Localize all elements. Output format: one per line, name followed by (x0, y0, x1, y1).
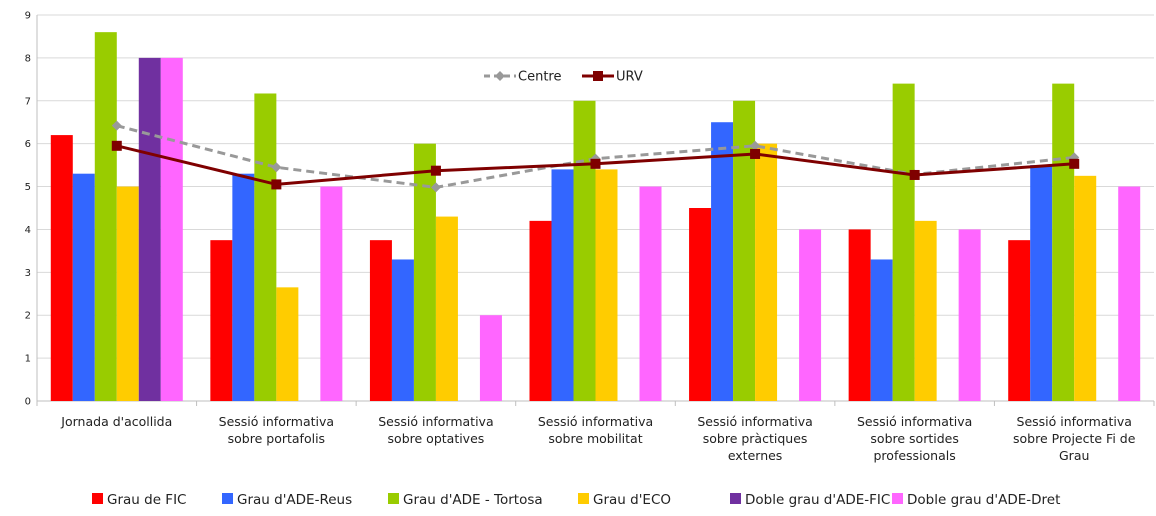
bar (755, 143, 778, 401)
bar (799, 229, 822, 401)
bar (689, 208, 712, 401)
y-tick-label: 8 (25, 53, 31, 64)
bar (1118, 186, 1141, 401)
bar (320, 186, 343, 401)
line-point (430, 182, 441, 193)
category-label: sobre mobilitat (548, 431, 642, 446)
legend-label: Grau de FIC (107, 492, 186, 508)
legend-label: Doble grau d'ADE-Dret (907, 492, 1060, 508)
bar (232, 173, 255, 401)
category-label: Sessió informativa (538, 414, 653, 429)
bar (551, 169, 574, 401)
line-point (590, 158, 601, 169)
bar (573, 100, 596, 402)
line-point (271, 179, 282, 190)
bar (870, 259, 893, 401)
y-tick-label: 0 (25, 397, 31, 408)
bar (639, 186, 662, 401)
bar (1030, 165, 1053, 401)
legend-swatch (730, 493, 741, 504)
legend-swatch (892, 493, 903, 504)
bar (1008, 240, 1031, 401)
y-tick-label: 1 (25, 354, 31, 365)
line-point (111, 120, 122, 131)
legend-label: Grau d'ADE - Tortosa (403, 492, 543, 508)
line-point (430, 165, 441, 176)
y-tick-label: 4 (25, 225, 31, 236)
bar (210, 240, 233, 401)
line-point (750, 140, 761, 151)
category-label: sobre optatives (388, 431, 485, 446)
category-label: Sessió informativa (219, 414, 334, 429)
legend-label: Grau d'ECO (593, 492, 671, 508)
line-point (271, 162, 282, 173)
bar (1052, 83, 1075, 401)
legend-swatch (578, 493, 589, 504)
y-tick-label: 5 (25, 182, 31, 193)
category-label: Sessió informativa (857, 414, 972, 429)
category-label: externes (728, 448, 783, 463)
bar (413, 143, 436, 401)
y-tick-label: 3 (25, 268, 31, 279)
category-label: Sessió informativa (1017, 414, 1132, 429)
category-label: professionals (874, 448, 956, 463)
bar (914, 220, 937, 401)
y-tick-label: 9 (25, 11, 31, 22)
category-label: sobre sortides (870, 431, 958, 446)
bar (254, 93, 277, 401)
bar (369, 240, 392, 401)
bar (595, 169, 618, 401)
legend-line-marker (495, 71, 505, 81)
bar (276, 287, 299, 401)
line-point (909, 169, 920, 180)
bar (94, 32, 117, 402)
y-tick-label: 6 (25, 139, 31, 150)
legend-label: Doble grau d'ADE-FIC (745, 492, 890, 508)
y-tick-label: 7 (25, 96, 31, 107)
legend-label: URV (616, 70, 643, 85)
line-point (750, 148, 761, 159)
line-point (111, 140, 122, 151)
category-label: Sessió informativa (378, 414, 493, 429)
legend-swatch (222, 493, 233, 504)
line-point (1069, 158, 1080, 169)
category-label: sobre pràctiques (703, 431, 808, 446)
bar (160, 57, 183, 402)
bar (892, 83, 915, 401)
bar (848, 229, 871, 401)
legend-swatch (388, 493, 399, 504)
category-label: sobre portafolis (228, 431, 325, 446)
legend-label: Centre (518, 70, 561, 85)
bar (479, 315, 502, 401)
bar (72, 173, 95, 401)
bar (435, 216, 458, 401)
legend-label: Grau d'ADE-Reus (237, 492, 352, 508)
legend-line-marker (593, 71, 603, 81)
bar (1074, 175, 1097, 401)
category-label: sobre Projecte Fi de (1013, 431, 1136, 446)
bar (138, 57, 161, 402)
category-label: Sessió informativa (697, 414, 812, 429)
bar (529, 220, 552, 401)
category-label: Grau (1059, 448, 1089, 463)
bar (116, 186, 139, 401)
bar (50, 135, 73, 402)
legend-swatch (92, 493, 103, 504)
y-tick-label: 2 (25, 311, 31, 322)
category-label: Jornada d'acollida (60, 414, 172, 429)
bar (711, 122, 734, 401)
bar (733, 100, 756, 402)
bar (958, 229, 981, 401)
bar (391, 259, 414, 401)
